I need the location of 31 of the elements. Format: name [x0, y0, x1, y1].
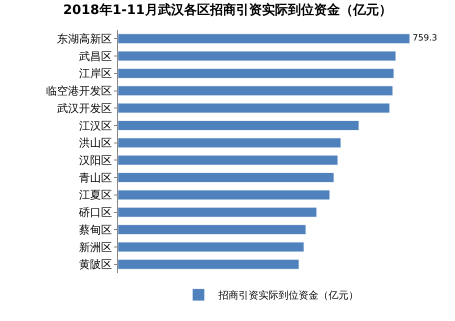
y-tick-label: 硚口区 — [78, 206, 112, 220]
bar — [118, 224, 306, 235]
y-tick-label: 江汉区 — [78, 119, 112, 132]
y-tick-label: 临空港开发区 — [46, 84, 112, 98]
legend-label: 招商引资实际到位资金（亿元） — [218, 290, 358, 302]
y-tick-label: 青山区 — [78, 171, 112, 184]
data-label: 759.3 — [412, 34, 438, 44]
bar — [118, 155, 338, 166]
chart-title: 2018年1-11月武汉各区招商引资实际到位资金（亿元） — [63, 2, 392, 18]
bar — [118, 51, 396, 62]
y-tick-label: 东湖高新区 — [56, 32, 112, 46]
y-tick-label: 武昌区 — [78, 50, 112, 63]
bar — [118, 120, 360, 130]
y-tick-label: 汉阳区 — [78, 154, 112, 168]
y-tick-label: 江夏区 — [78, 188, 112, 202]
y-tick-label: 黄陂区 — [78, 258, 112, 272]
bar — [118, 103, 390, 114]
y-tick-label: 蔡甸区 — [78, 223, 112, 236]
y-tick-label: 新洲区 — [78, 240, 112, 254]
bar — [118, 172, 334, 183]
bar — [118, 68, 394, 78]
y-tick-label: 江岸区 — [78, 67, 112, 80]
bar — [118, 86, 393, 96]
bar — [118, 207, 317, 218]
bar — [118, 242, 304, 252]
bar — [118, 259, 300, 270]
bar — [118, 138, 342, 148]
bar — [118, 34, 410, 44]
y-tick-label: 武汉开发区 — [56, 102, 112, 115]
bar — [118, 190, 330, 200]
y-tick-label: 洪山区 — [78, 136, 112, 150]
